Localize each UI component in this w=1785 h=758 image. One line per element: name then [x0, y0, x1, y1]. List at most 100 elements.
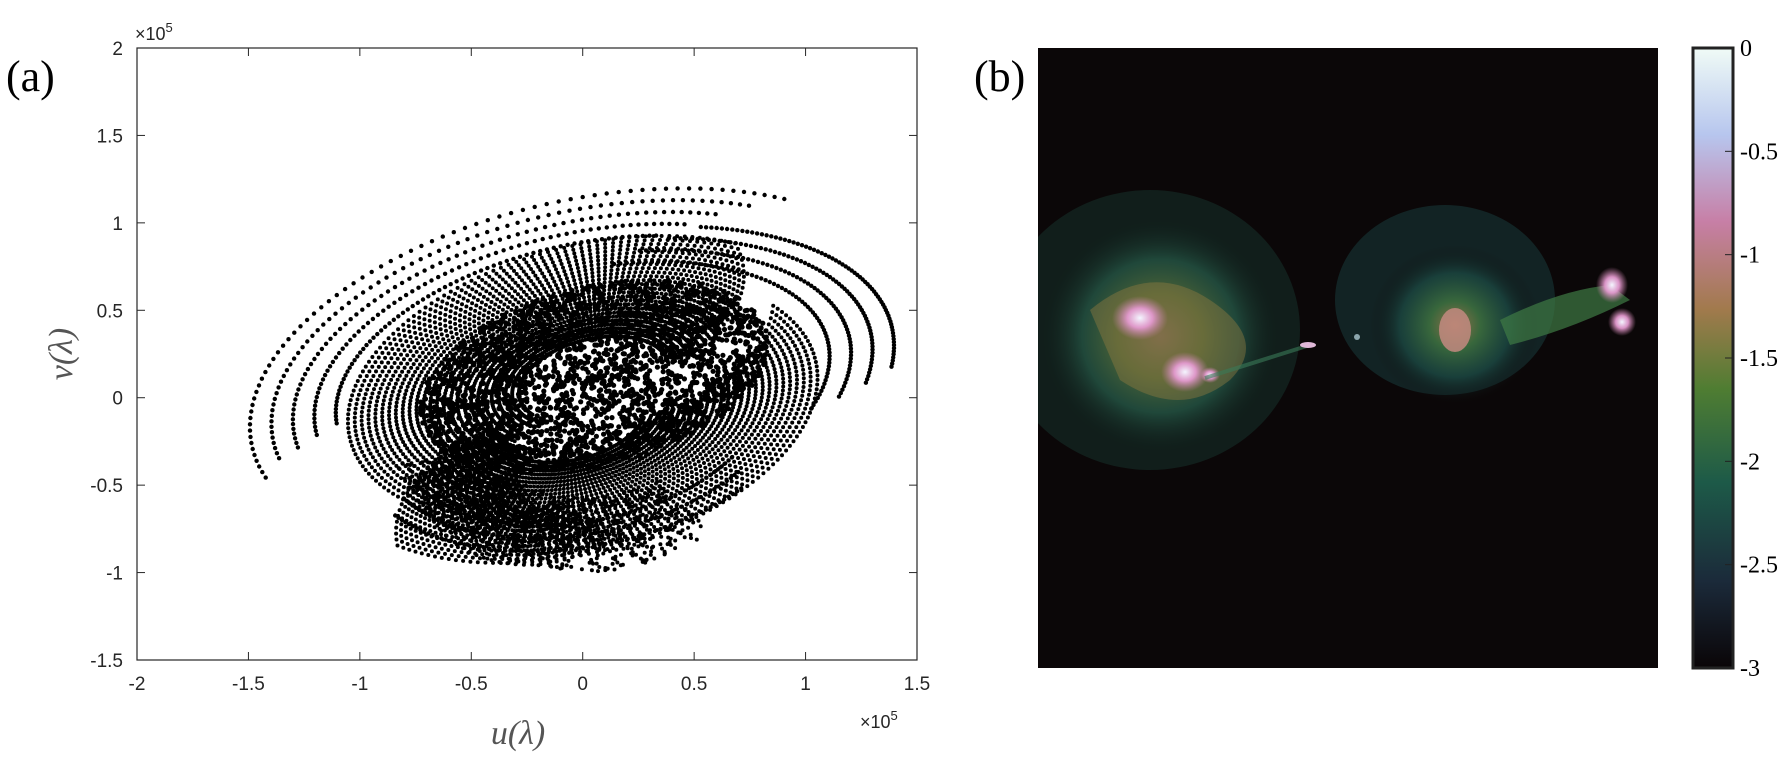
data-point	[410, 303, 415, 309]
data-point	[571, 274, 576, 279]
data-point	[730, 227, 735, 232]
data-point	[823, 378, 828, 383]
data-point	[557, 491, 562, 496]
data-point	[891, 345, 897, 351]
data-point	[596, 266, 601, 271]
data-point	[847, 363, 853, 368]
data-point	[767, 390, 772, 395]
data-point	[552, 319, 557, 324]
data-point	[583, 490, 588, 495]
data-point	[770, 405, 775, 410]
data-point	[414, 472, 419, 477]
data-point	[628, 222, 633, 228]
data-point	[391, 435, 396, 440]
data-point	[531, 250, 536, 256]
data-point	[401, 421, 406, 426]
data-point	[408, 357, 413, 362]
data-point	[830, 256, 835, 261]
data-point	[650, 469, 655, 474]
data-point	[533, 273, 538, 278]
data-point	[533, 285, 538, 290]
data-point	[426, 370, 431, 375]
data-point	[704, 480, 709, 485]
data-point	[411, 373, 415, 378]
data-point	[300, 345, 305, 350]
data-point	[263, 369, 268, 375]
data-point	[584, 478, 589, 483]
data-point	[430, 455, 435, 460]
data-point	[647, 233, 652, 238]
data-point	[455, 240, 461, 246]
data-point	[328, 336, 333, 341]
data-point	[486, 315, 491, 320]
data-point	[558, 483, 563, 488]
data-point	[400, 310, 406, 315]
data-point	[639, 488, 644, 493]
data-point	[771, 281, 777, 287]
data-point	[714, 225, 719, 231]
data-point	[608, 467, 613, 472]
data-point	[612, 291, 616, 296]
data-point	[356, 329, 361, 334]
data-point	[429, 355, 434, 360]
data-point	[548, 272, 553, 277]
data-point	[752, 428, 757, 433]
data-point	[620, 470, 625, 475]
data-point	[415, 377, 420, 382]
data-point	[415, 458, 420, 463]
data-point	[321, 322, 326, 327]
data-point	[430, 264, 435, 269]
data-point	[490, 313, 495, 317]
data-point	[575, 289, 580, 294]
data-point	[613, 326, 618, 331]
data-point	[722, 449, 727, 454]
data-point	[531, 498, 536, 503]
data-point	[558, 321, 563, 326]
data-point	[466, 273, 471, 278]
data-point	[754, 425, 759, 429]
data-point	[794, 257, 800, 262]
data-point	[722, 462, 727, 466]
data-point	[676, 267, 681, 272]
data-point	[349, 361, 355, 367]
data-point	[509, 307, 514, 312]
data-point	[556, 472, 561, 476]
data-point	[575, 266, 580, 270]
data-point	[689, 470, 694, 475]
data-point	[399, 280, 405, 286]
data-point	[737, 202, 743, 207]
data-point	[416, 285, 421, 290]
data-point	[494, 288, 499, 293]
data-point	[759, 429, 763, 433]
data-point	[313, 428, 318, 433]
data-point	[698, 186, 703, 191]
data-point	[607, 291, 611, 296]
data-point	[247, 428, 253, 433]
data-point	[391, 317, 396, 322]
data-point	[536, 215, 541, 220]
data-point	[312, 416, 317, 421]
data-point	[291, 356, 297, 361]
data-point	[670, 267, 675, 272]
data-point	[676, 304, 681, 308]
data-point	[533, 476, 537, 481]
data-point	[651, 270, 655, 275]
data-point	[305, 366, 311, 372]
data-point	[709, 259, 714, 264]
data-point	[654, 467, 659, 472]
data-point	[334, 292, 339, 298]
data-point	[750, 230, 755, 235]
data-point	[555, 476, 560, 480]
data-point	[630, 258, 635, 263]
data-point	[793, 294, 799, 300]
data-point	[693, 270, 698, 275]
data-point	[699, 468, 703, 473]
data-point	[827, 347, 832, 352]
data-point	[430, 347, 435, 352]
data-point	[565, 486, 570, 491]
data-point	[418, 519, 423, 524]
data-point	[751, 403, 756, 408]
data-point	[863, 380, 869, 385]
data-point	[617, 467, 622, 472]
data-point	[569, 474, 574, 479]
